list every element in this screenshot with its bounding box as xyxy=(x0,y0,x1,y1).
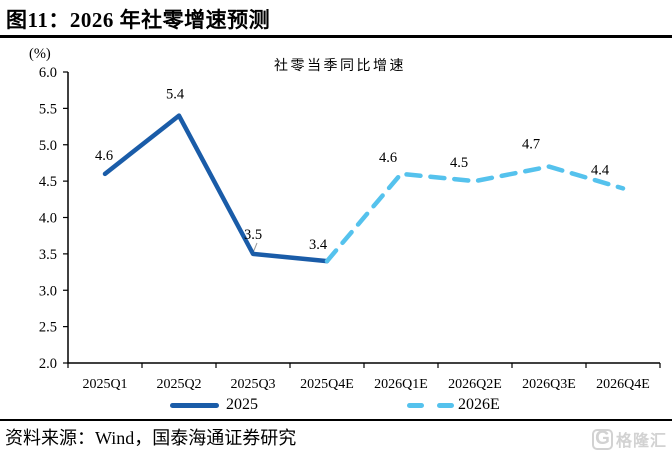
x-tick-label: 2025Q3 xyxy=(230,377,275,392)
x-tick-label: 2026Q3E xyxy=(522,377,576,392)
data-label: 4.4 xyxy=(591,162,610,178)
data-label: 5.4 xyxy=(166,87,185,103)
axis-lines xyxy=(67,72,660,364)
y-tick-label: 5.5 xyxy=(39,101,57,117)
y-tick-label: 6.0 xyxy=(39,65,57,81)
source-note: 资料来源：Wind，国泰海通证券研究 xyxy=(5,428,297,448)
data-label: 3.4 xyxy=(309,237,328,253)
gelonghui-logo-icon: G xyxy=(591,428,613,450)
series-line-2025 xyxy=(102,113,330,264)
bottom-divider xyxy=(0,419,672,421)
y-tick-label: 3.0 xyxy=(39,283,57,299)
x-tick-label: 2026Q4E xyxy=(596,377,650,392)
y-tick-label: 3.5 xyxy=(39,247,57,263)
series-line-2026E xyxy=(324,164,626,264)
legend-line-dashed-icon xyxy=(407,402,424,408)
title-divider xyxy=(0,35,672,38)
data-label: 3.5 xyxy=(244,227,262,243)
x-tick-label: 2025Q2 xyxy=(156,377,201,392)
data-label: 4.6 xyxy=(95,148,113,164)
x-tick-label: 2026Q2E xyxy=(448,377,502,392)
y-tick-label: 4.5 xyxy=(39,174,57,190)
label-leader-line xyxy=(253,242,258,252)
legend-item-2025: 2025 xyxy=(170,396,258,414)
x-tick-label: 2025Q4E xyxy=(300,377,354,392)
y-tick-label: 5.0 xyxy=(39,138,57,154)
data-label: 4.7 xyxy=(522,137,540,153)
legend-dash-gap xyxy=(424,403,437,408)
data-label: 4.5 xyxy=(450,155,468,171)
legend-line-dashed-icon xyxy=(437,402,454,408)
y-tick-label: 2.0 xyxy=(39,356,57,372)
figure-title: 图11：2026 年社零增速预测 xyxy=(6,8,271,32)
legend-label-2025: 2025 xyxy=(226,396,258,413)
chart-subtitle: 社零当季同比增速 xyxy=(274,59,406,74)
y-tick-label: 4.0 xyxy=(39,211,57,227)
data-label: 4.6 xyxy=(379,150,397,166)
y-axis-unit-label: (%) xyxy=(29,46,51,62)
gelonghui-watermark: G 格隆汇 xyxy=(591,427,667,451)
legend-line-solid-icon xyxy=(170,402,219,408)
y-tick-label: 2.5 xyxy=(39,320,57,336)
watermark-text: 格隆汇 xyxy=(615,433,667,450)
x-tick-label: 2025Q1 xyxy=(82,377,127,392)
legend-label-2026e: 2026E xyxy=(458,396,500,413)
x-tick-label: 2026Q1E xyxy=(374,377,428,392)
legend-item-2026e: 2026E xyxy=(407,396,500,414)
